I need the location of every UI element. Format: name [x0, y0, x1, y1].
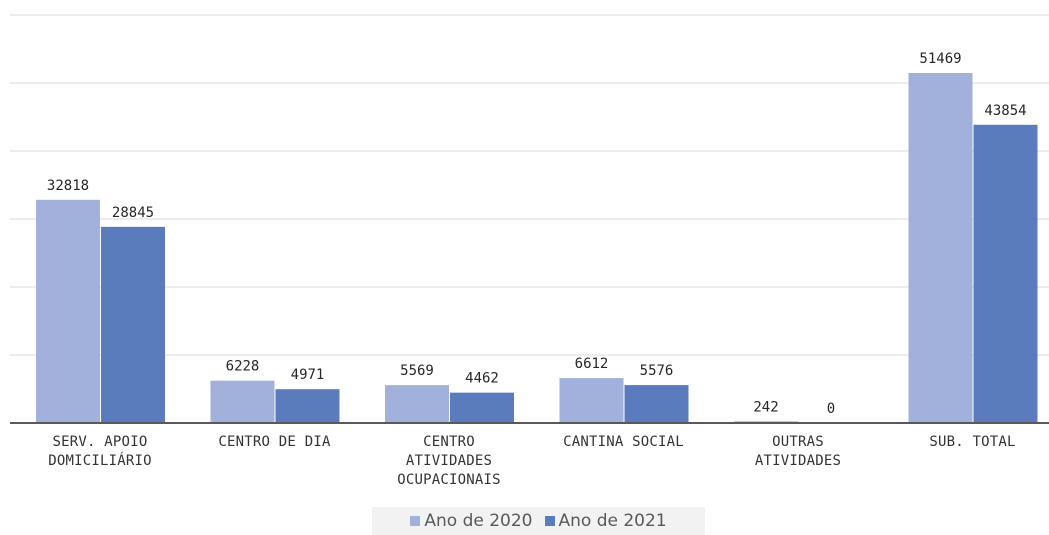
bar-2020	[559, 378, 624, 423]
category-label: CENTRO ATIVIDADES OCUPACIONAIS	[397, 434, 501, 488]
bar-2021	[450, 392, 514, 423]
data-labels: 32818 28845 6228 4971 5569 4462 6612 5576 242 0 51…	[47, 51, 1027, 417]
data-label: 5569	[400, 363, 434, 379]
bar-2020	[210, 380, 275, 423]
data-label: 28845	[112, 205, 154, 221]
bar-2020	[385, 385, 449, 423]
category-label: CANTINA SOCIAL	[563, 434, 684, 450]
category-label: CENTRO DE DIA	[218, 434, 331, 450]
data-label: 43854	[984, 103, 1026, 119]
data-label: 6228	[226, 359, 260, 375]
data-label: 4971	[291, 367, 325, 383]
category-label: SERV. APOIO DOMICILIÁRIO	[48, 434, 152, 469]
bar-2021	[973, 124, 1038, 424]
data-label: 6612	[575, 356, 609, 372]
data-label: 32818	[47, 178, 89, 194]
legend-swatch-2021	[544, 516, 555, 526]
bar-2021	[101, 226, 165, 423]
data-label: 4462	[465, 371, 499, 387]
legend-item-2020: Ano de 2020	[410, 511, 533, 531]
data-label: 5576	[640, 363, 674, 379]
bar-2021	[275, 389, 340, 423]
legend-item-2021: Ano de 2021	[544, 511, 667, 531]
gridlines	[10, 14, 1049, 356]
legend-label-2020: Ano de 2020	[424, 511, 533, 531]
bar-2020	[908, 73, 973, 423]
data-label: 51469	[919, 51, 961, 67]
legend: Ano de 2020 Ano de 2021	[372, 507, 705, 535]
bar-2020	[36, 199, 100, 423]
data-label: 0	[827, 401, 835, 417]
bars	[36, 73, 1038, 424]
legend-swatch-2020	[410, 516, 421, 526]
category-label: SUB. TOTAL	[929, 434, 1016, 450]
bar-2021	[624, 385, 689, 423]
data-label: 242	[753, 399, 778, 415]
category-label: OUTRAS ATIVIDADES	[754, 434, 842, 469]
legend-label-2021: Ano de 2021	[558, 511, 667, 531]
